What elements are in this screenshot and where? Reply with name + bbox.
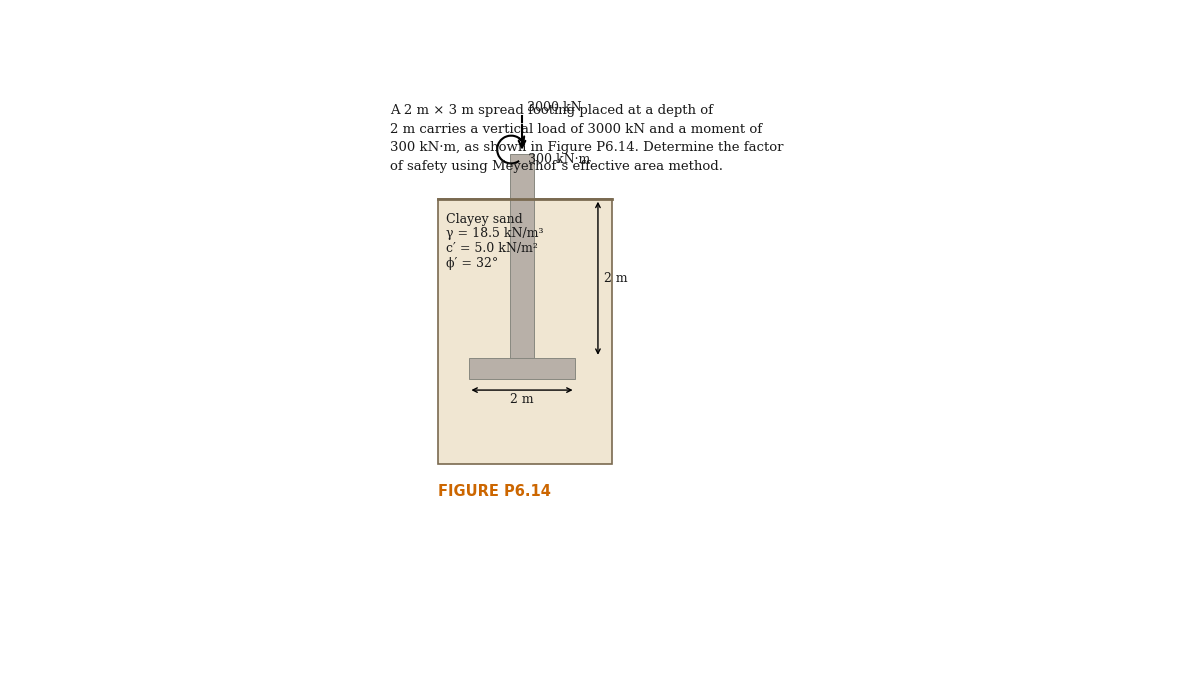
Text: 3000 kN: 3000 kN [527, 101, 581, 114]
Text: 300 kN·m: 300 kN·m [528, 153, 590, 165]
Text: c′ = 5.0 kN/m²: c′ = 5.0 kN/m² [446, 242, 538, 255]
Bar [510, 154, 534, 199]
Text: ϕ′ = 32°: ϕ′ = 32° [446, 256, 498, 269]
Text: 2 m: 2 m [604, 272, 628, 285]
Text: γ = 18.5 kN/m³: γ = 18.5 kN/m³ [446, 227, 544, 240]
Text: FIGURE P6.14: FIGURE P6.14 [438, 484, 551, 499]
Text: A 2 m × 3 m spread footing placed at a depth of
2 m carries a vertical load of 3: A 2 m × 3 m spread footing placed at a d… [390, 104, 784, 173]
Text: 2 m: 2 m [510, 393, 534, 406]
Bar [510, 199, 534, 358]
Bar [438, 199, 612, 464]
Text: Clayey sand: Clayey sand [446, 213, 523, 225]
Bar [468, 358, 576, 379]
